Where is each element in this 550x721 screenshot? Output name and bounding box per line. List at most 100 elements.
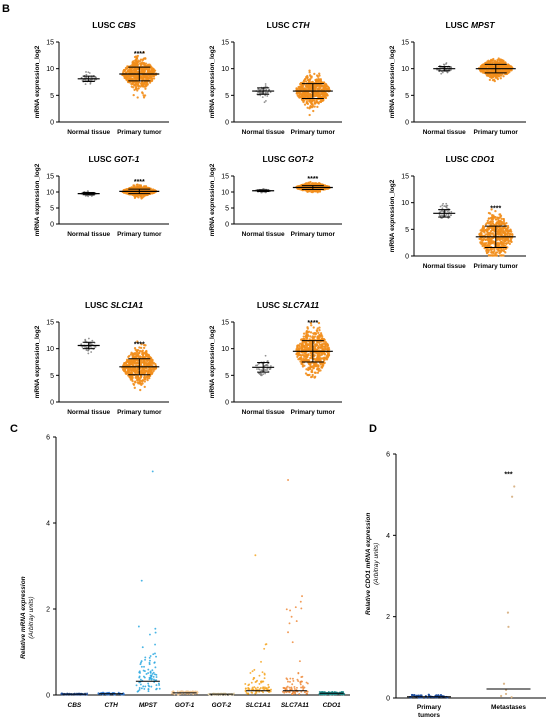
data-point [314, 351, 318, 354]
data-point [141, 646, 144, 649]
data-point [308, 88, 311, 91]
data-point [313, 99, 316, 102]
data-point [304, 80, 308, 83]
data-point [306, 327, 309, 330]
data-point [298, 356, 302, 360]
data-point [306, 84, 310, 88]
data-point [504, 70, 507, 73]
data-point [142, 51, 145, 54]
data-point [139, 388, 142, 392]
data-point [321, 357, 325, 360]
data-point [84, 194, 87, 197]
points-mpst [135, 470, 161, 693]
data-point [302, 335, 305, 338]
data-point [505, 242, 508, 245]
chart-title: LUSC MPST [445, 20, 495, 30]
data-point [498, 58, 501, 61]
data-point [306, 336, 309, 340]
data-point [144, 685, 147, 688]
data-point [155, 679, 158, 682]
title-gene: GOT-1 [114, 154, 140, 164]
title-prefix: LUSC [257, 300, 283, 310]
data-point [325, 355, 328, 358]
y-tick-label: 0 [225, 120, 229, 127]
data-point [129, 374, 132, 378]
data-point [445, 62, 448, 64]
data-point [89, 345, 92, 348]
data-point [303, 346, 307, 349]
data-point [304, 182, 307, 185]
data-point [508, 69, 511, 72]
data-point [306, 354, 309, 357]
data-point [143, 665, 145, 668]
data-point [138, 687, 141, 689]
panel-label-c: C [10, 423, 18, 435]
data-point [125, 67, 128, 71]
data-point [143, 687, 146, 690]
data-point [139, 194, 142, 198]
data-point [303, 96, 307, 99]
data-point [260, 660, 262, 663]
data-point [316, 75, 319, 78]
data-point [503, 239, 507, 243]
x-category-primary-tumor: Primary tumor [117, 231, 162, 238]
data-point [443, 205, 446, 207]
data-point [317, 358, 320, 361]
data-point [85, 71, 87, 73]
data-point [145, 375, 149, 378]
data-point [504, 65, 507, 68]
data-point [495, 222, 499, 225]
data-point [316, 336, 319, 340]
data-point [131, 359, 134, 362]
y-tick-label: 0 [225, 222, 229, 229]
data-point [485, 228, 489, 231]
data-point [257, 372, 260, 375]
data-point [307, 368, 310, 371]
data-point [144, 344, 147, 347]
data-point [142, 94, 145, 97]
data-point [299, 86, 302, 90]
data-point [440, 210, 442, 213]
data-point [317, 321, 321, 325]
data-point [486, 230, 489, 233]
data-point [310, 102, 314, 105]
data-point [189, 690, 192, 693]
data-point [304, 372, 308, 375]
data-point [152, 188, 155, 191]
x-category-primary-tumor: Primary tumor [117, 409, 162, 416]
data-point [148, 659, 151, 662]
data-point [315, 94, 319, 97]
data-point [316, 327, 319, 330]
data-point [154, 652, 156, 655]
data-point [491, 251, 494, 254]
data-point [318, 326, 321, 329]
x-category-primary-tumor: Primary tumor [474, 263, 519, 270]
y-tick-label: 15 [221, 40, 229, 47]
data-point [179, 690, 182, 693]
data-point [144, 658, 147, 661]
data-point [97, 692, 100, 695]
data-point [319, 332, 323, 335]
significance-marker: **** [307, 320, 318, 327]
data-point [131, 366, 135, 370]
data-point [147, 668, 150, 671]
y-tick-label: 4 [46, 521, 50, 528]
data-point [444, 205, 447, 208]
data-point [322, 342, 325, 345]
data-point [140, 83, 143, 86]
data-point [140, 661, 142, 664]
x-category-normal-tissue: Normal tissue [423, 129, 466, 136]
data-point [497, 231, 501, 234]
data-point [304, 355, 307, 358]
data-point [302, 332, 306, 335]
data-point [139, 683, 142, 686]
data-point [440, 72, 443, 75]
data-point [301, 98, 304, 102]
data-point [80, 343, 83, 346]
data-point [152, 77, 156, 80]
data-point [501, 73, 504, 76]
data-point [130, 371, 133, 374]
x-category-normal-tissue: Normal tissue [242, 231, 285, 238]
